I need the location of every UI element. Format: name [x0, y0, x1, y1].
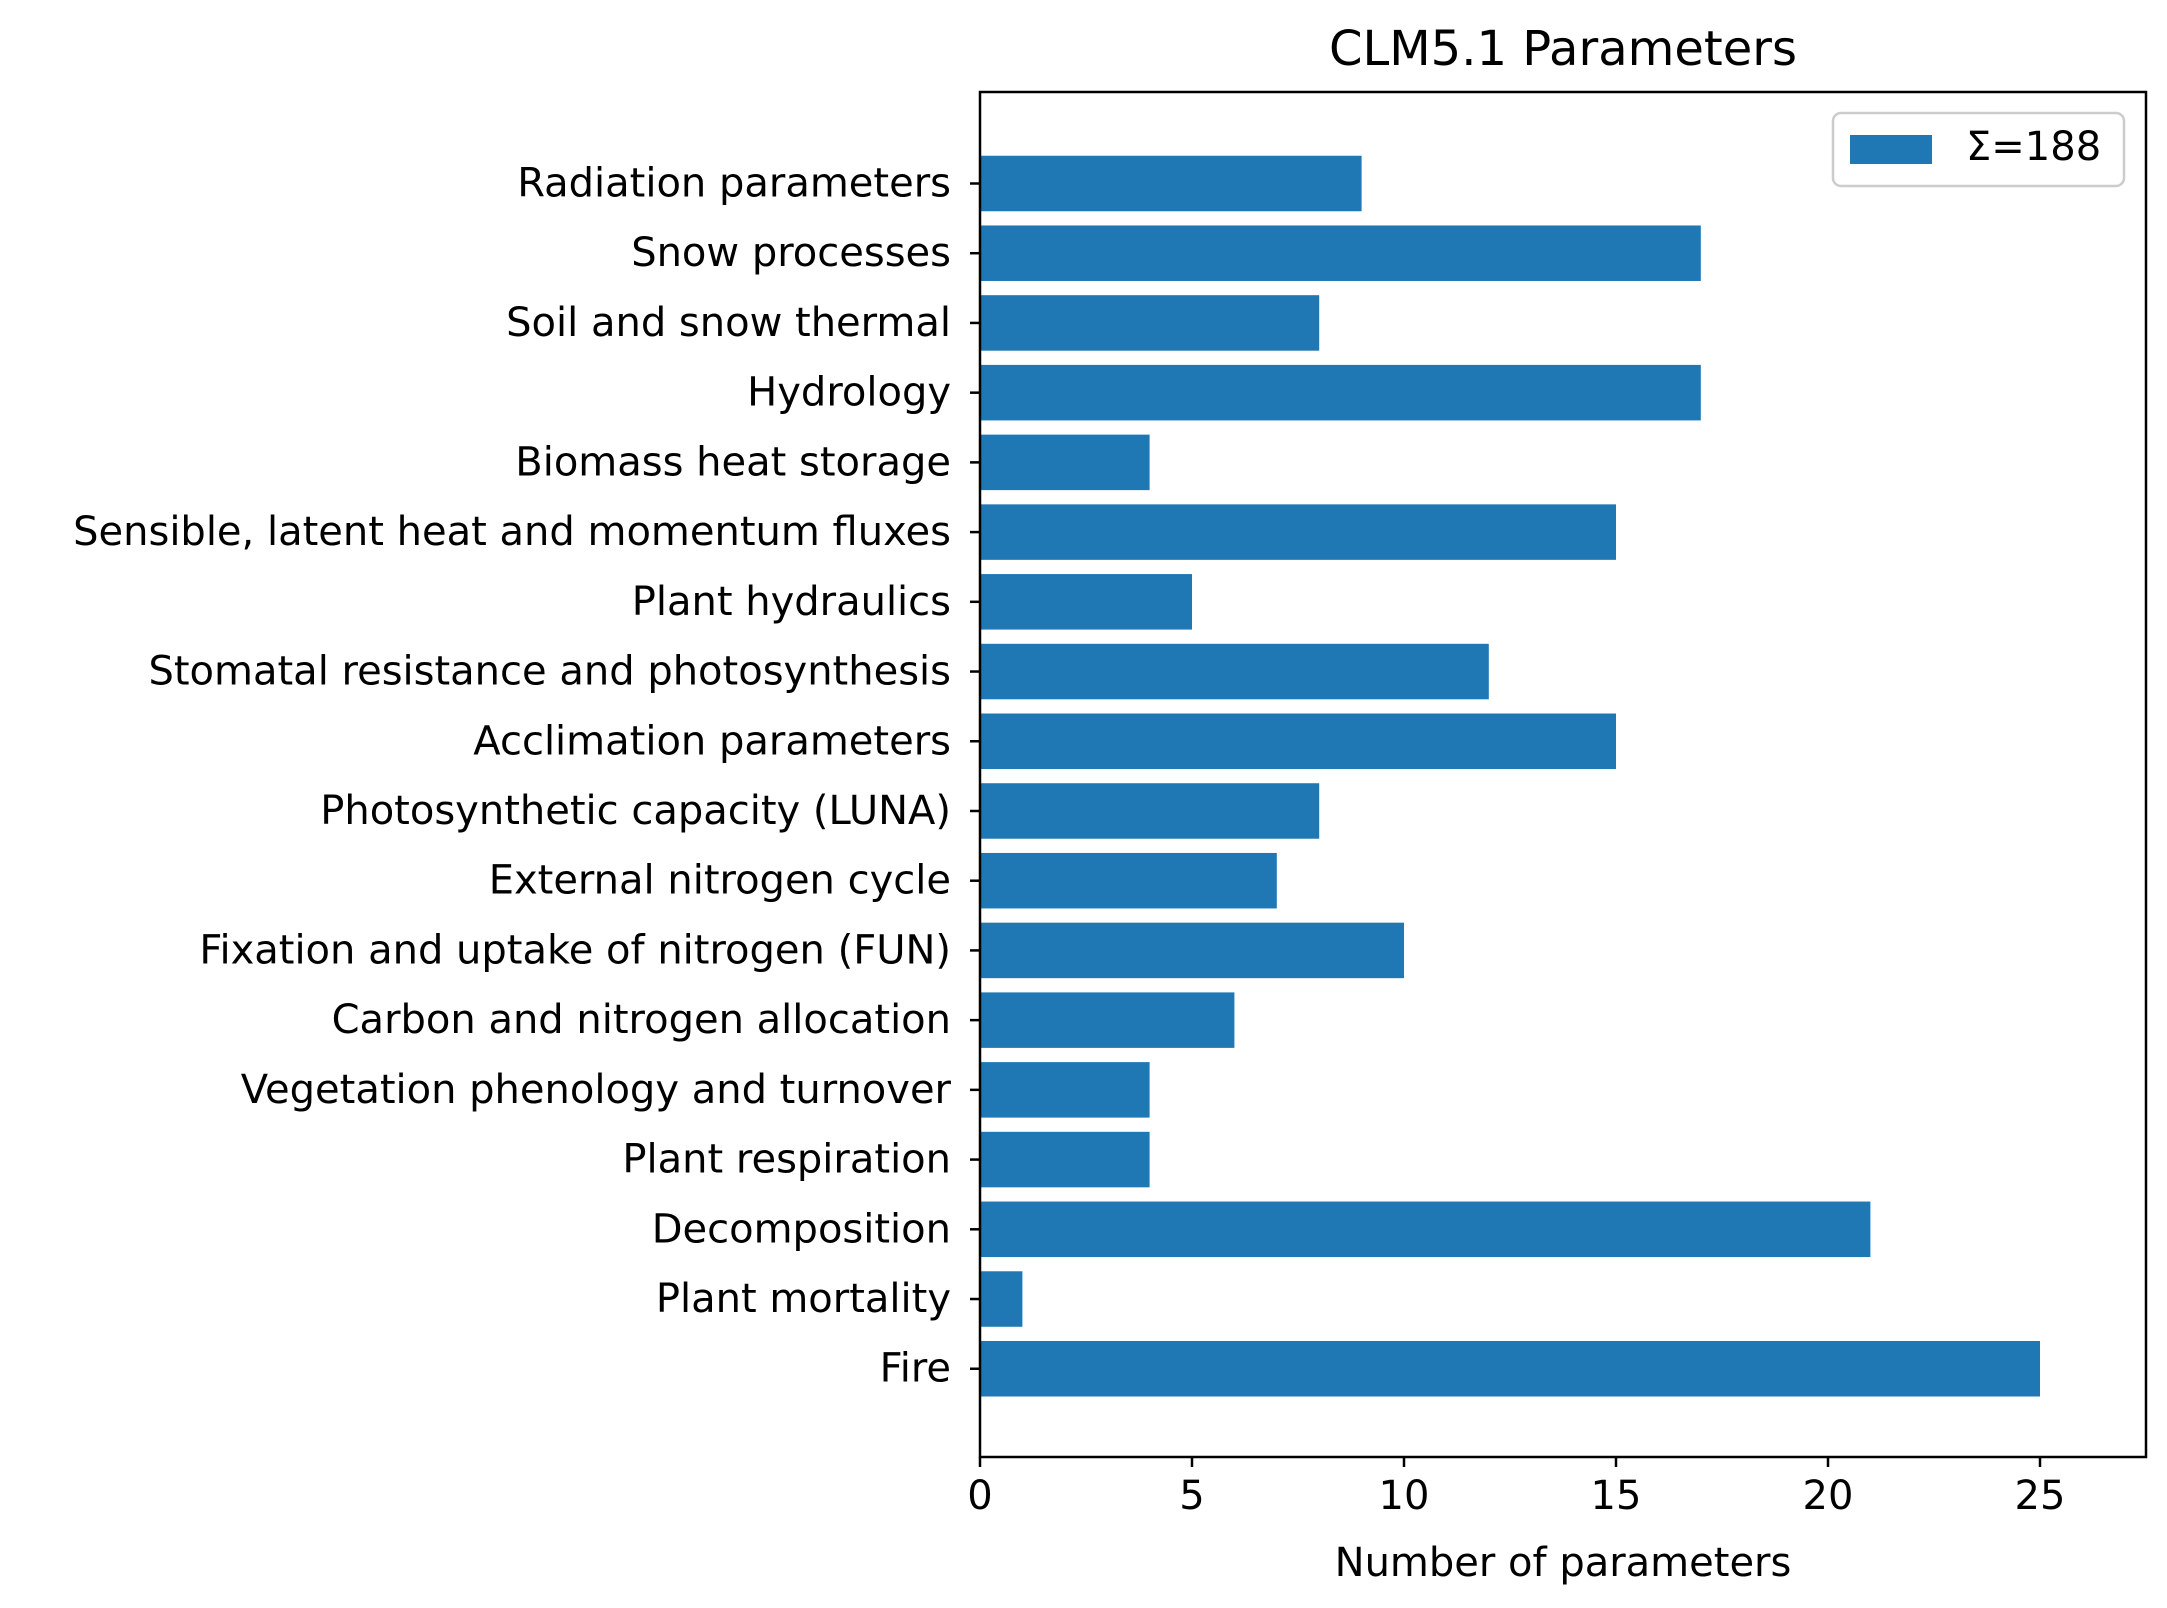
x-tick-label: 5	[1179, 1473, 1204, 1519]
y-tick-label: Photosynthetic capacity (LUNA)	[320, 788, 951, 834]
bar-14	[980, 1131, 1150, 1188]
bar-4	[980, 434, 1150, 491]
bar-5	[980, 504, 1616, 560]
x-axis-title: Number of parameters	[1335, 1540, 1792, 1586]
bar-11	[980, 922, 1404, 979]
bar-17	[980, 1340, 2040, 1397]
y-tick-label: Soil and snow thermal	[506, 300, 951, 346]
x-tick-label: 15	[1591, 1473, 1642, 1519]
y-tick-label: Plant respiration	[622, 1137, 951, 1183]
y-tick-label: Radiation parameters	[517, 161, 951, 207]
x-tick-label: 10	[1379, 1473, 1430, 1519]
y-tick-label: Snow processes	[631, 230, 951, 276]
legend-label: Σ=188	[1966, 124, 2101, 170]
bar-8	[980, 713, 1616, 770]
x-axis-ticks: 0 5 10 15 20 25	[967, 1457, 2065, 1519]
bar-0	[980, 155, 1362, 212]
bar-9	[980, 783, 1320, 839]
x-tick-label: 25	[2015, 1473, 2066, 1519]
bar-10	[980, 852, 1277, 909]
bar-13	[980, 1062, 1150, 1118]
y-tick-label: Carbon and nitrogen allocation	[332, 997, 951, 1043]
bars-group	[980, 155, 2040, 1397]
y-tick-label: Plant mortality	[656, 1276, 951, 1322]
y-tick-label: Vegetation phenology and turnover	[241, 1067, 952, 1113]
y-tick-label: Fire	[880, 1346, 951, 1392]
bar-15	[980, 1201, 1871, 1258]
legend-swatch	[1850, 135, 1932, 164]
bar-2	[980, 295, 1320, 351]
x-tick-label: 20	[1803, 1473, 1854, 1519]
x-tick-label: 0	[967, 1473, 992, 1519]
y-tick-label: External nitrogen cycle	[489, 858, 951, 904]
bar-7	[980, 643, 1489, 700]
chart-title: CLM5.1 Parameters	[1329, 21, 1797, 77]
bar-3	[980, 364, 1701, 421]
y-tick-label: Biomass heat storage	[515, 439, 951, 485]
legend-frame	[1831, 111, 2126, 188]
bar-16	[980, 1271, 1023, 1327]
y-axis-ticks: Radiation parameters Snow processes Soil a…	[73, 161, 980, 1392]
bar-1	[980, 225, 1701, 281]
y-tick-label: Fixation and uptake of nitrogen (FUN)	[199, 927, 951, 973]
bar-12	[980, 992, 1235, 1048]
bar-6	[980, 574, 1192, 630]
y-tick-label: Decomposition	[652, 1206, 951, 1252]
legend: Σ=188	[1831, 111, 2126, 188]
y-tick-label: Hydrology	[747, 370, 951, 416]
y-tick-label: Acclimation parameters	[473, 718, 951, 764]
y-tick-label: Plant hydraulics	[632, 579, 951, 625]
y-tick-label: Sensible, latent heat and momentum fluxe…	[73, 509, 951, 555]
plot-frame	[978, 90, 2148, 1459]
y-tick-label: Stomatal resistance and photosynthesis	[148, 649, 951, 695]
